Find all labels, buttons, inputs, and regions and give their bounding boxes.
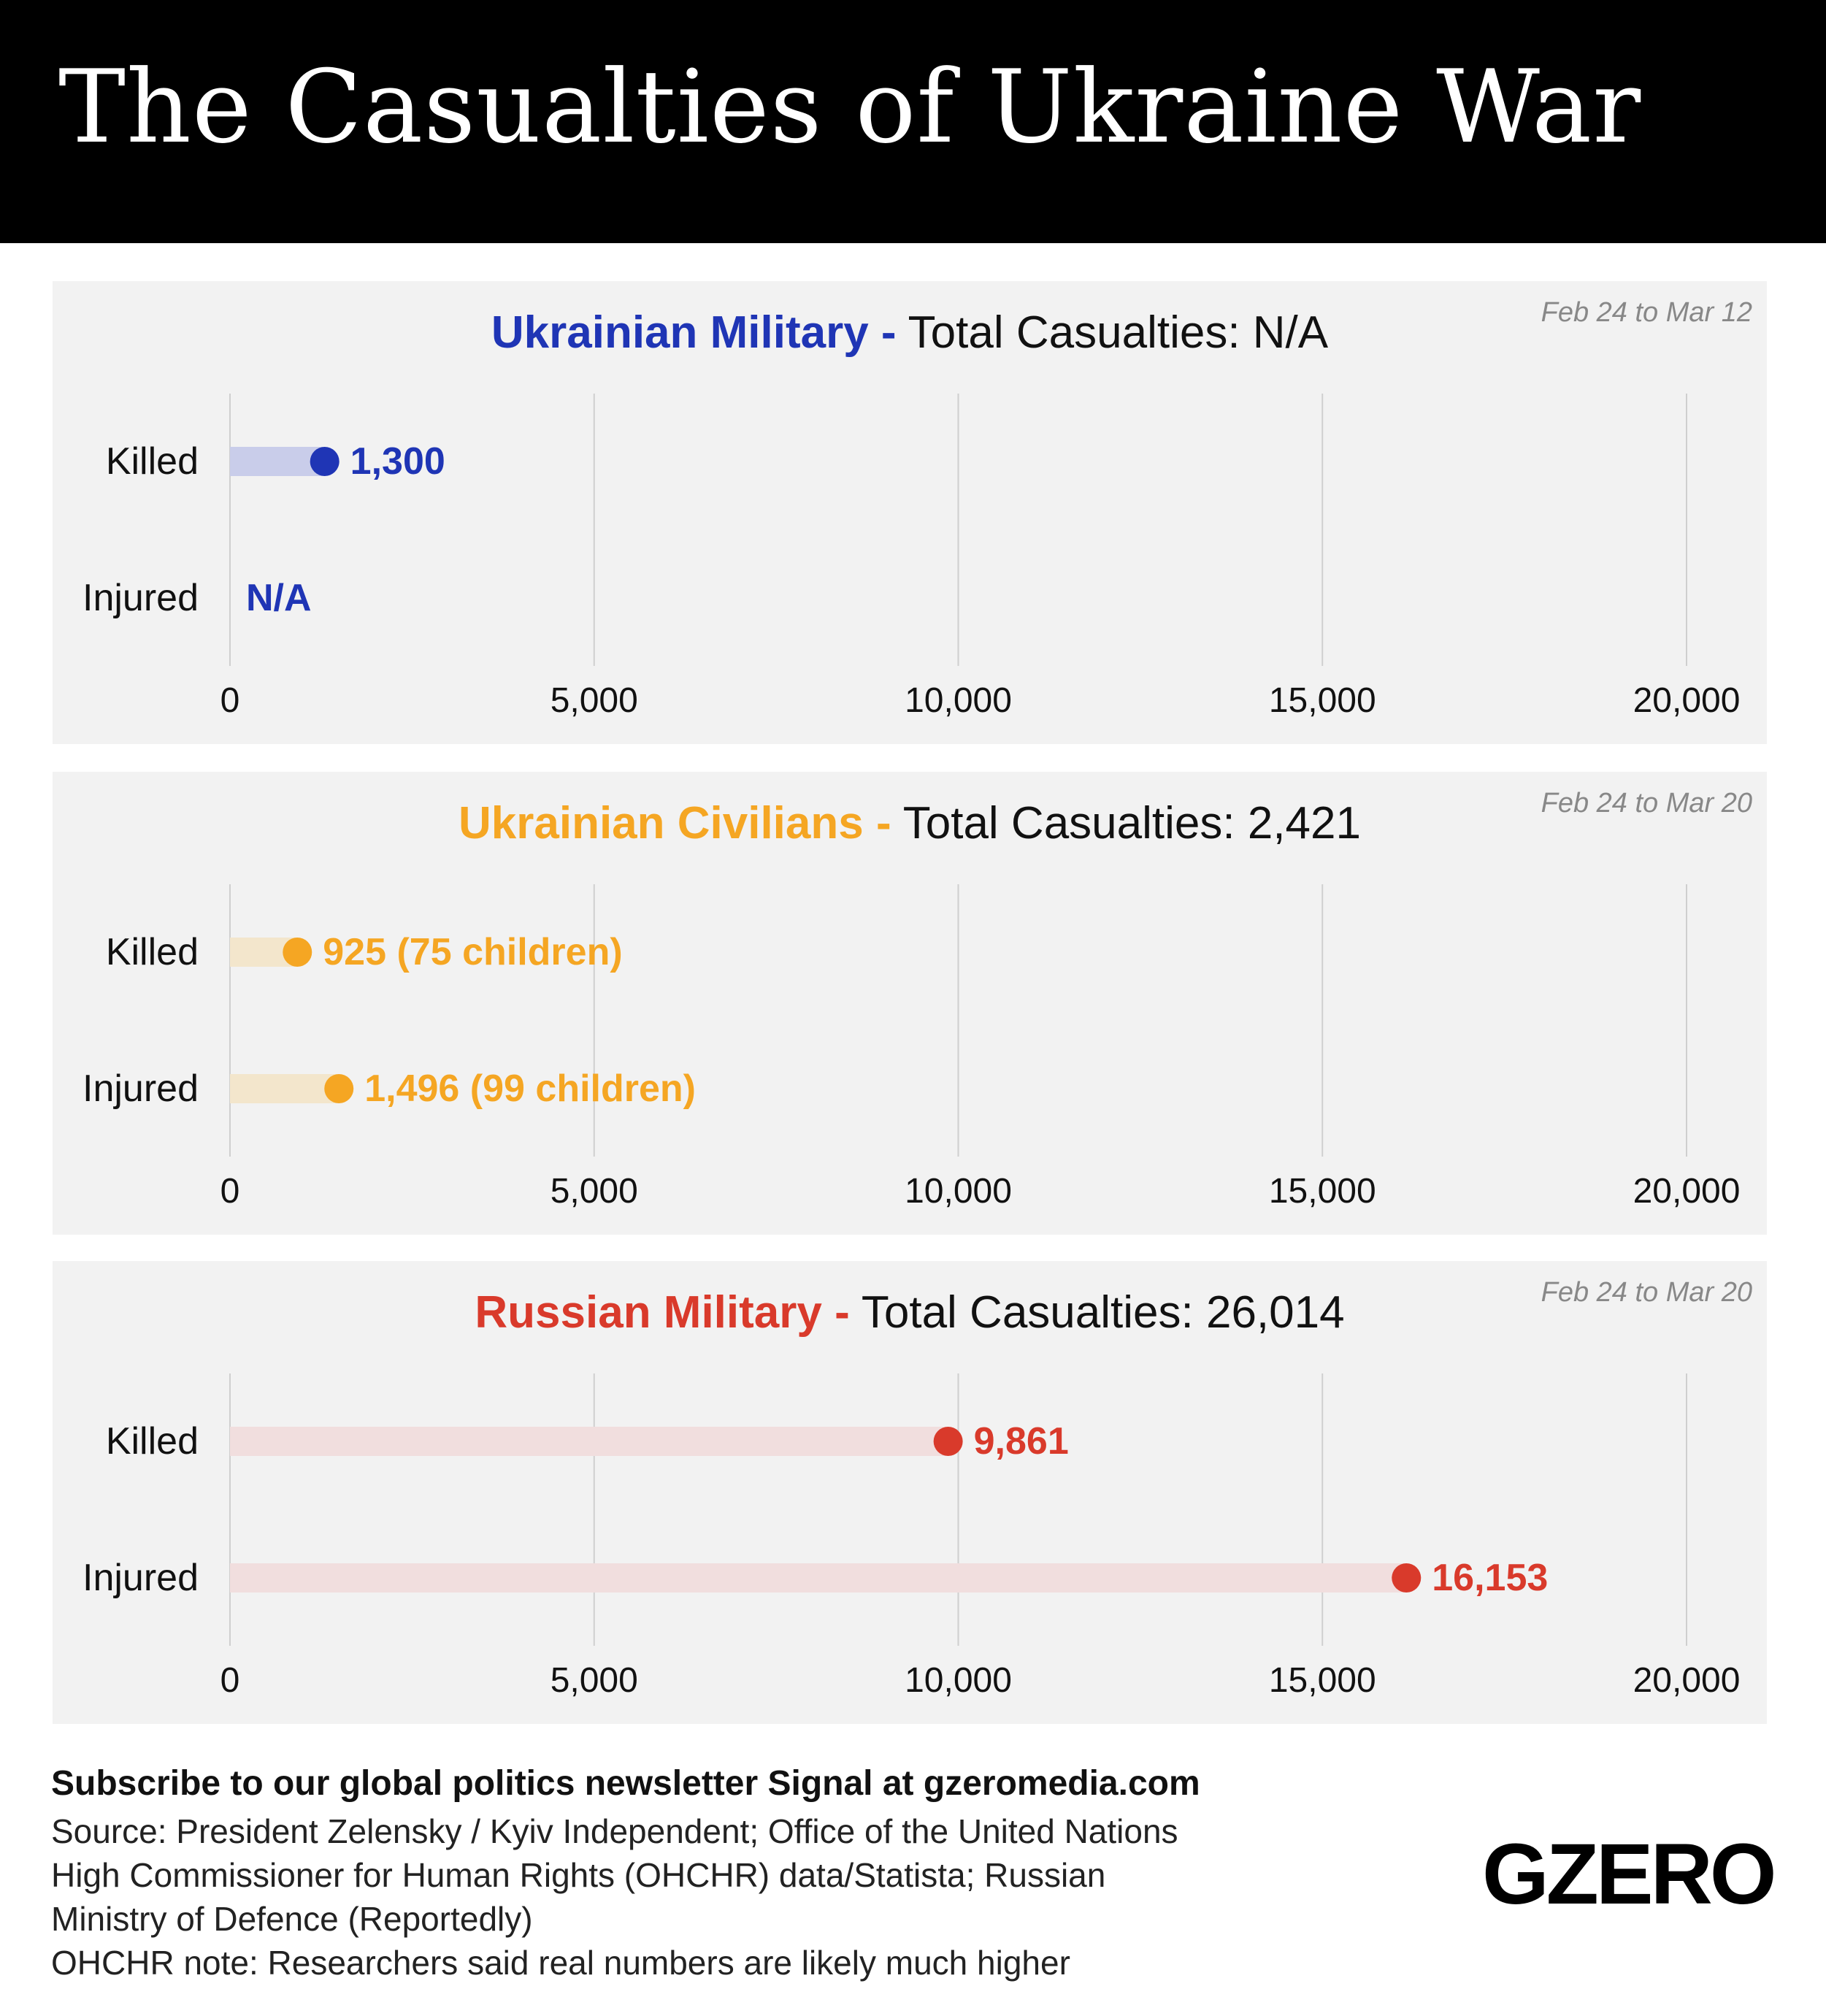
tick-label: 5,000	[551, 1661, 638, 1700]
tick-label: 10,000	[905, 681, 1012, 720]
category-label: Injured	[83, 1557, 199, 1599]
category-label: Killed	[106, 1420, 199, 1463]
subtitle-accent: Ukrainian Civilians -	[458, 798, 891, 848]
chart-panel-ukrainian-civilians: Ukrainian Civilians - Total Casualties: …	[53, 772, 1767, 1235]
chart-panel-russian-military: Russian Military - Total Casualties: 26,…	[53, 1261, 1767, 1724]
subscribe-text: Subscribe to our global politics newslet…	[51, 1764, 1200, 1803]
ohchr-note: OHCHR note: Researchers said real number…	[51, 1944, 1070, 1982]
date-range: Feb 24 to Mar 20	[1541, 788, 1752, 819]
tick-label: 15,000	[1269, 1172, 1376, 1211]
subtitle-total: Total Casualties: 2,421	[891, 798, 1361, 848]
bar	[230, 1074, 340, 1103]
chart-ukrainian-military: 0 5,000 10,000 15,000 20,000 Killed 1,300 Injur…	[83, 394, 1741, 720]
bar-endpoint-dot	[283, 938, 312, 967]
page-title: The Casualties of Ukraine War	[58, 48, 1642, 166]
bar	[230, 447, 325, 476]
chart-subtitle: Ukrainian Military - Total Casualties: N…	[53, 310, 1767, 356]
chart-subtitle: Russian Military - Total Casualties: 26,…	[53, 1290, 1767, 1335]
tick-label: 20,000	[1633, 681, 1741, 720]
tick-label: 15,000	[1269, 681, 1376, 720]
title-bar: The Casualties of Ukraine War	[0, 0, 1826, 243]
date-range: Feb 24 to Mar 12	[1541, 297, 1752, 328]
tick-label: 20,000	[1633, 1172, 1741, 1211]
category-label: Killed	[106, 931, 199, 973]
data-label: 16,153	[1432, 1557, 1548, 1599]
chart-russian-military: 0 5,000 10,000 15,000 20,000 Killed 9,861 Injur…	[83, 1373, 1741, 1700]
data-label: 925 (75 children)	[323, 931, 622, 973]
source-line: Ministry of Defence (Reportedly)	[51, 1900, 533, 1938]
subtitle-accent: Ukrainian Military -	[491, 307, 897, 358]
tick-label: 0	[220, 1661, 240, 1700]
data-label: 9,861	[974, 1420, 1069, 1463]
date-range: Feb 24 to Mar 20	[1541, 1277, 1752, 1308]
bar	[230, 1427, 948, 1456]
bar-endpoint-dot	[1392, 1563, 1422, 1593]
category-label: Injured	[83, 577, 199, 619]
tick-label: 5,000	[551, 681, 638, 720]
tick-label: 10,000	[905, 1661, 1012, 1700]
category-label: Injured	[83, 1068, 199, 1110]
tick-label: 20,000	[1633, 1661, 1741, 1700]
tick-label: 0	[220, 681, 240, 720]
gzero-logo: GZERO	[1482, 1826, 1777, 1923]
tick-label: 0	[220, 1172, 240, 1211]
source-block: Source: President Zelensky / Kyiv Indepe…	[51, 1809, 1307, 1985]
chart-subtitle: Ukrainian Civilians - Total Casualties: …	[53, 801, 1767, 846]
bar-endpoint-dot	[310, 447, 340, 476]
chart-ukrainian-civilians: 0 5,000 10,000 15,000 20,000 Killed 925 (75 ch…	[83, 884, 1741, 1211]
data-label: 1,496 (99 children)	[364, 1068, 696, 1110]
subtitle-accent: Russian Military -	[475, 1287, 850, 1338]
tick-label: 10,000	[905, 1172, 1012, 1211]
bar	[230, 1563, 1407, 1593]
source-line: High Commissioner for Human Rights (OHCH…	[51, 1856, 1106, 1894]
tick-label: 15,000	[1269, 1661, 1376, 1700]
source-line: Source: President Zelensky / Kyiv Indepe…	[51, 1812, 1178, 1850]
data-label: N/A	[246, 577, 312, 619]
data-label: 1,300	[350, 440, 445, 483]
bar-endpoint-dot	[933, 1427, 963, 1456]
category-label: Killed	[106, 440, 199, 483]
subtitle-total: Total Casualties: N/A	[896, 307, 1329, 358]
bar-endpoint-dot	[324, 1074, 354, 1103]
subtitle-total: Total Casualties: 26,014	[849, 1287, 1345, 1338]
chart-panel-ukrainian-military: Ukrainian Military - Total Casualties: N…	[53, 281, 1767, 744]
tick-label: 5,000	[551, 1172, 638, 1211]
